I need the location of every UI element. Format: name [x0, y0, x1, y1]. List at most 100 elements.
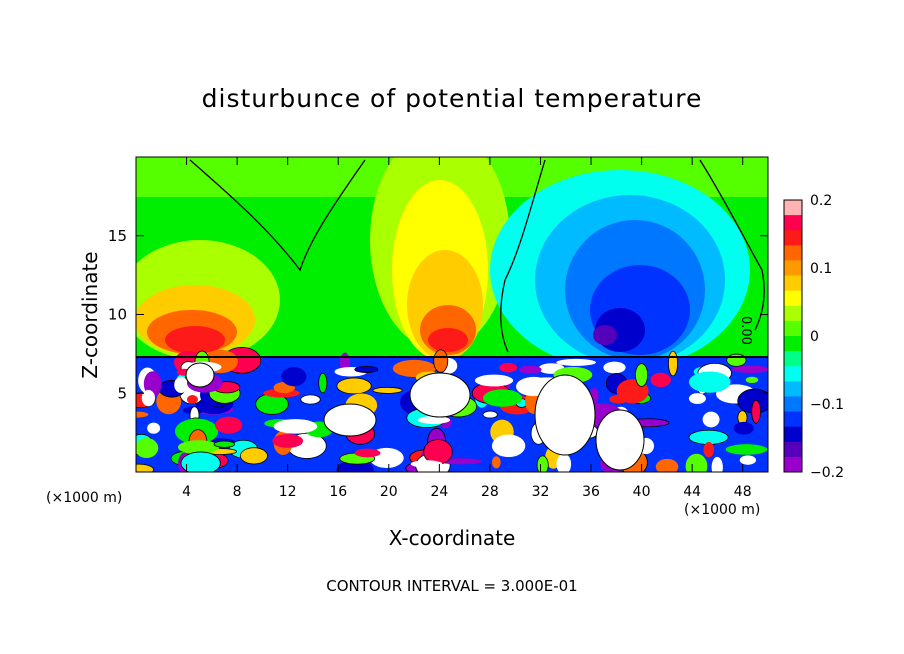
turbulent-blob [702, 411, 720, 428]
x-tick-label: 40 [633, 484, 651, 500]
turbulent-blob [725, 444, 768, 455]
colorbar-swatch [784, 305, 802, 322]
y-tick-label: 5 [117, 384, 127, 402]
turbulent-plume [595, 409, 645, 471]
x-unit-right: (×1000 m) [684, 502, 761, 518]
colorbar-swatch [784, 230, 802, 246]
chart-title: disturbunce of potential temperature [201, 84, 703, 113]
x-tick-label: 48 [734, 484, 752, 500]
warm-region-center-core [428, 328, 468, 352]
turbulent-blob [668, 350, 678, 377]
turbulent-blob [272, 433, 304, 448]
turbulent-blob [300, 394, 321, 405]
turbulent-plume [534, 374, 596, 456]
x-tick-label: 24 [430, 484, 448, 500]
colorbar-swatch [784, 320, 802, 337]
turbulent-blob [433, 349, 449, 373]
turbulent-blob [180, 451, 221, 472]
heatmap-field [136, 157, 768, 472]
turbulent-blob [650, 372, 671, 388]
turbulent-plume [409, 372, 471, 418]
x-tick-label: 4 [182, 484, 191, 500]
x-tick-label: 28 [481, 484, 499, 500]
colorbar: 0.2 0.1 0 −0.1 −0.2 [783, 193, 844, 481]
turbulent-blob [655, 458, 679, 472]
colorbar-swatch [784, 260, 802, 277]
x-tick-label: 36 [582, 484, 600, 500]
x-tick-label: 20 [380, 484, 398, 500]
x-tick-label: 16 [329, 484, 347, 500]
colorbar-swatch [784, 200, 802, 216]
turbulent-blobs [136, 346, 768, 472]
y-axis: 5 10 15 [108, 227, 768, 402]
turbulent-blob [688, 371, 731, 393]
turbulent-blob [213, 440, 235, 448]
colorbar-swatch [784, 215, 802, 231]
colorbar-swatch [784, 366, 802, 382]
turbulent-blob [417, 416, 451, 424]
turbulent-blob [519, 365, 542, 374]
colorbar-tick-label: 0 [810, 329, 819, 345]
contour-interval-note: CONTOUR INTERVAL = 3.000E-01 [326, 577, 578, 595]
zero-contour-left [189, 159, 366, 272]
zero-contour-right [500, 159, 546, 353]
turbulent-blob [372, 386, 403, 394]
x-unit-left: (×1000 m) [46, 490, 123, 506]
turbulent-blob [688, 393, 706, 405]
turbulent-blob [745, 376, 759, 384]
turbulent-blob [482, 410, 498, 419]
colorbar-swatch [784, 396, 802, 413]
turbulent-blob [147, 422, 161, 434]
turbulent-blob [354, 365, 379, 373]
x-axis: 4 8 12 16 20 24 28 32 36 40 44 48 [182, 157, 752, 500]
turbulent-blob [685, 453, 708, 472]
turbulent-blob [273, 419, 318, 434]
colorbar-frame [783, 199, 803, 473]
colorbar-swatch [784, 275, 802, 292]
turbulent-blob [609, 395, 628, 404]
turbulent-blob [136, 463, 154, 472]
turbulent-blob [499, 362, 518, 373]
turbulent-blob [318, 372, 328, 394]
turbulent-blob [281, 367, 307, 387]
turbulent-blob [731, 365, 768, 373]
y-tick-label: 15 [108, 227, 127, 245]
warm-region-left-core [165, 326, 225, 354]
turbulent-blob [482, 389, 522, 407]
x-axis-label: X-coordinate [388, 526, 516, 550]
x-tick-label: 32 [532, 484, 550, 500]
cold-region-min [593, 325, 617, 345]
turbulent-blob [177, 440, 220, 455]
y-axis-label: Z-coordinate [78, 251, 102, 379]
turbulent-blob [733, 421, 754, 435]
turbulent-blob [726, 353, 747, 367]
turbulent-blob [136, 411, 149, 418]
turbulent-blob [634, 363, 649, 387]
turbulent-blob [215, 416, 243, 434]
colorbar-tick-label: −0.1 [810, 397, 844, 413]
colorbar-swatch [784, 411, 802, 428]
turbulent-blob [703, 442, 715, 458]
colorbar-swatch [784, 456, 802, 473]
turbulent-blob [336, 377, 372, 395]
x-tick-label: 8 [233, 484, 242, 500]
turbulent-blob [556, 358, 597, 366]
turbulent-blob [603, 361, 626, 374]
turbulent-blob [536, 455, 549, 472]
turbulent-plume [185, 362, 215, 388]
turbulent-blob [474, 374, 514, 387]
colorbar-swatch [784, 245, 802, 261]
colorbar-swatch [784, 426, 802, 443]
turbulent-blob [240, 447, 268, 465]
turbulent-blob [136, 438, 159, 459]
colorbar-swatch [784, 441, 802, 458]
colorbar-swatch [784, 381, 802, 397]
turbulent-blob [187, 395, 198, 404]
turbulent-blob [711, 456, 723, 472]
turbulent-blob [739, 455, 756, 465]
colorbar-swatch [784, 336, 802, 352]
colorbar-swatch [784, 351, 802, 367]
turbulent-blob [141, 389, 155, 407]
colorbar-tick-label: 0.2 [810, 193, 832, 209]
